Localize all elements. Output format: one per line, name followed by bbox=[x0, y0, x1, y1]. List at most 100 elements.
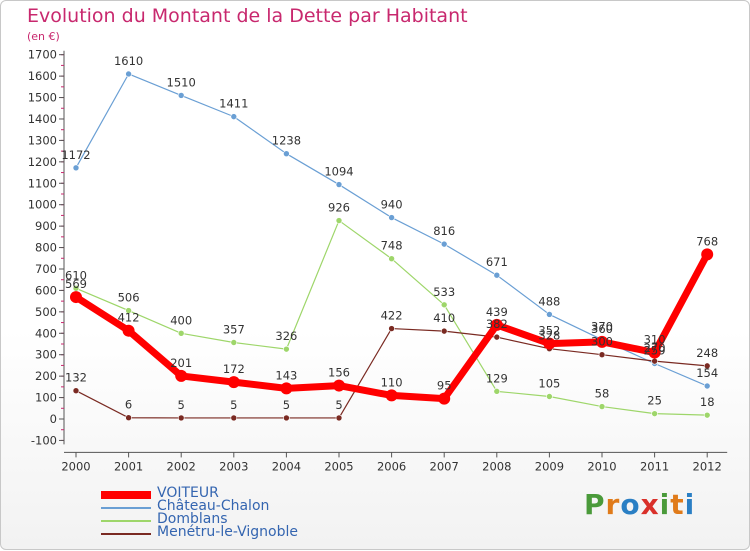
y-tick-label: 100 bbox=[35, 391, 57, 405]
data-point-voiteur bbox=[701, 248, 714, 261]
data-point-chateau-chalon bbox=[72, 164, 80, 172]
proxiti-logo: Proxiti bbox=[584, 488, 695, 521]
data-point-menetru-le-vignoble bbox=[283, 414, 290, 422]
data-point-menetru-le-vignoble bbox=[493, 333, 501, 341]
y-tick-label: 1000 bbox=[28, 198, 57, 212]
data-label-menetru-le-vignoble: 5 bbox=[178, 398, 185, 412]
x-tick-label: 2006 bbox=[377, 459, 406, 473]
x-tick-label: 2002 bbox=[167, 459, 196, 473]
data-point-chateau-chalon bbox=[230, 113, 238, 120]
data-label-menetru-le-vignoble: 5 bbox=[230, 398, 237, 412]
data-point-menetru-le-vignoble bbox=[335, 414, 343, 422]
legend-swatch bbox=[101, 533, 151, 535]
data-label-domblans: 326 bbox=[275, 329, 297, 343]
logo-letter: x bbox=[640, 488, 660, 521]
data-point-domblans bbox=[598, 403, 606, 410]
legend-swatch bbox=[101, 507, 151, 509]
data-label-menetru-le-vignoble: 328 bbox=[538, 329, 560, 343]
data-point-domblans bbox=[177, 329, 185, 337]
x-tick-label: 2007 bbox=[430, 459, 459, 473]
data-point-voiteur bbox=[333, 379, 345, 392]
data-label-domblans: 25 bbox=[647, 394, 662, 408]
data-label-voiteur: 569 bbox=[65, 277, 87, 291]
y-tick-label: 500 bbox=[35, 305, 57, 319]
y-tick-label: 700 bbox=[35, 262, 57, 276]
data-point-chateau-chalon bbox=[493, 271, 501, 279]
data-label-menetru-le-vignoble: 410 bbox=[433, 311, 455, 325]
data-label-chateau-chalon: 370 bbox=[591, 320, 613, 334]
data-label-menetru-le-vignoble: 300 bbox=[591, 335, 613, 349]
legend-swatch bbox=[101, 520, 151, 522]
data-label-voiteur: 352 bbox=[538, 324, 560, 338]
x-tick-label: 2004 bbox=[272, 459, 301, 473]
data-point-menetru-le-vignoble bbox=[230, 414, 238, 422]
logo-letter: i bbox=[684, 488, 696, 521]
y-tick-label: 1400 bbox=[28, 112, 57, 126]
data-label-chateau-chalon: 154 bbox=[696, 366, 718, 380]
data-label-chateau-chalon: 1172 bbox=[61, 148, 90, 162]
data-point-voiteur bbox=[227, 376, 240, 389]
data-point-voiteur bbox=[175, 369, 188, 382]
data-point-domblans bbox=[546, 393, 553, 400]
data-point-menetru-le-vignoble bbox=[440, 327, 448, 335]
legend-label: Menétru-le-Vignoble bbox=[157, 524, 298, 540]
y-tick-label: -100 bbox=[31, 433, 57, 447]
data-label-domblans: 18 bbox=[700, 395, 715, 409]
data-label-menetru-le-vignoble: 422 bbox=[381, 309, 403, 323]
y-tick-label: 800 bbox=[35, 241, 57, 255]
data-point-voiteur bbox=[543, 337, 556, 350]
logo-letter: o bbox=[620, 488, 641, 521]
data-label-chateau-chalon: 1238 bbox=[272, 134, 301, 148]
data-label-voiteur: 201 bbox=[170, 356, 192, 370]
data-label-menetru-le-vignoble: 5 bbox=[283, 398, 290, 412]
data-label-voiteur: 412 bbox=[118, 311, 140, 325]
data-label-menetru-le-vignoble: 6 bbox=[125, 398, 132, 412]
data-point-chateau-chalon bbox=[388, 214, 395, 221]
data-point-domblans bbox=[388, 255, 395, 263]
y-tick-label: 600 bbox=[35, 283, 57, 297]
data-label-domblans: 400 bbox=[170, 313, 192, 327]
legend-label: Domblans bbox=[157, 511, 228, 527]
x-tick-label: 2008 bbox=[482, 459, 511, 473]
y-tick-label: 0 bbox=[50, 412, 57, 426]
logo-letter: i bbox=[659, 488, 671, 521]
logo-letter: r bbox=[605, 488, 621, 521]
y-tick-label: 1300 bbox=[28, 133, 57, 147]
y-tick-label: 1700 bbox=[28, 48, 57, 62]
y-tick-label: 900 bbox=[35, 219, 57, 233]
data-label-voiteur: 768 bbox=[696, 234, 718, 248]
data-point-chateau-chalon bbox=[283, 150, 290, 157]
data-point-voiteur bbox=[70, 291, 82, 304]
data-label-menetru-le-vignoble: 270 bbox=[644, 341, 666, 355]
data-label-voiteur: 143 bbox=[275, 368, 297, 382]
data-point-domblans bbox=[703, 411, 711, 419]
data-label-domblans: 357 bbox=[223, 322, 245, 336]
y-tick-label: 1100 bbox=[28, 176, 57, 190]
data-point-chateau-chalon bbox=[440, 240, 448, 248]
data-point-voiteur bbox=[490, 318, 503, 331]
legend-label: VOITEUR bbox=[157, 485, 219, 501]
data-label-menetru-le-vignoble: 5 bbox=[335, 398, 342, 412]
x-tick-label: 2009 bbox=[535, 459, 564, 473]
x-tick-label: 2001 bbox=[114, 459, 143, 473]
data-label-domblans: 748 bbox=[381, 239, 403, 253]
data-label-domblans: 610 bbox=[65, 268, 87, 282]
data-label-domblans: 926 bbox=[328, 201, 350, 215]
data-point-voiteur bbox=[648, 346, 661, 359]
data-point-menetru-le-vignoble bbox=[388, 325, 395, 332]
data-point-voiteur bbox=[385, 389, 398, 402]
data-label-voiteur: 310 bbox=[644, 333, 666, 347]
legend-label: Château-Chalon bbox=[157, 498, 270, 514]
data-point-domblans bbox=[230, 339, 238, 346]
data-point-voiteur bbox=[596, 335, 608, 348]
data-label-chateau-chalon: 1411 bbox=[219, 97, 248, 111]
x-tick-label: 2003 bbox=[219, 459, 248, 473]
data-label-menetru-le-vignoble: 248 bbox=[696, 346, 718, 360]
y-tick-label: 1600 bbox=[28, 69, 57, 83]
logo-letter: P bbox=[584, 488, 606, 521]
data-point-domblans bbox=[125, 307, 132, 314]
data-point-menetru-le-vignoble bbox=[72, 387, 80, 395]
x-tick-label: 2012 bbox=[693, 459, 722, 473]
